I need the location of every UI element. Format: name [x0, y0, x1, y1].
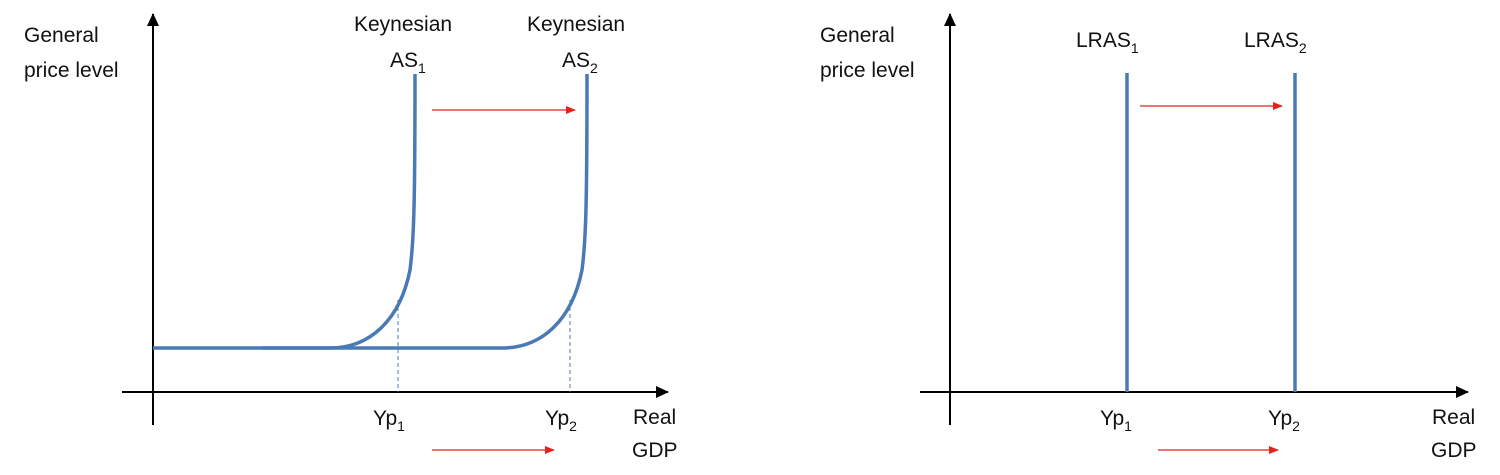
as1-label-main: AS	[390, 49, 418, 72]
left-y-axis-label-line1: General	[24, 24, 99, 47]
as2-label-line1: Keynesian	[527, 13, 625, 36]
right-panel: General price level Real GDP LRAS1 LRAS2…	[820, 13, 1477, 462]
as1-label-sub: 1	[418, 60, 426, 76]
right-tick-yp1: Yp1	[1100, 407, 1132, 434]
keynesian-as2-curve	[262, 73, 589, 350]
left-panel: General price level Real GDP Keynesian A…	[24, 13, 678, 462]
right-tick-yp1-main: Yp	[1100, 407, 1124, 430]
keynesian-as1-curve	[153, 73, 417, 350]
left-x-axis-label-line2: GDP	[632, 439, 678, 462]
left-x-axis-label-line1: Real	[633, 406, 676, 429]
right-tick-yp2-main: Yp	[1268, 407, 1292, 430]
right-x-axis-label-line2: GDP	[1431, 439, 1477, 462]
as2-label: AS2	[562, 49, 598, 76]
left-tick-yp1-main: Yp	[373, 407, 397, 430]
lras1-label: LRAS1	[1076, 29, 1139, 56]
lras1-label-sub: 1	[1131, 40, 1139, 56]
left-tick-yp2: Yp2	[545, 407, 577, 434]
as1-label-line1: Keynesian	[354, 13, 452, 36]
left-tick-yp1-sub: 1	[397, 418, 405, 434]
right-x-axis-label-line1: Real	[1432, 406, 1475, 429]
right-tick-yp2-sub: 2	[1292, 418, 1300, 434]
as2-label-sub: 2	[590, 60, 598, 76]
right-y-axis-label-line2: price level	[820, 59, 915, 82]
lras2-label: LRAS2	[1244, 29, 1307, 56]
lras2-label-main: LRAS	[1244, 29, 1299, 52]
as2-label-main: AS	[562, 49, 590, 72]
lras2-label-sub: 2	[1299, 40, 1307, 56]
as1-label: AS1	[390, 49, 426, 76]
left-tick-yp1: Yp1	[373, 407, 405, 434]
left-y-axis-label-line2: price level	[24, 59, 119, 82]
lras1-label-main: LRAS	[1076, 29, 1131, 52]
right-y-axis-label-line1: General	[820, 24, 895, 47]
right-tick-yp1-sub: 1	[1124, 418, 1132, 434]
left-tick-yp2-sub: 2	[569, 418, 577, 434]
right-tick-yp2: Yp2	[1268, 407, 1300, 434]
left-tick-yp2-main: Yp	[545, 407, 569, 430]
